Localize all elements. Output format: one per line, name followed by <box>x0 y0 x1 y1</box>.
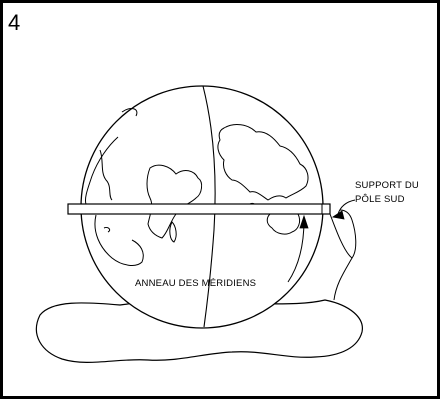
landmass-madagascar <box>169 221 177 243</box>
south-pole-support-label-line1: SUPPORT DU <box>355 180 419 191</box>
south-pole-support-label-line2: PÔLE SUD <box>355 194 405 205</box>
landmass-americas <box>85 136 144 266</box>
support-arrowhead <box>331 210 345 220</box>
step-number: 4 <box>8 10 21 35</box>
south-pole-support-arm <box>329 209 357 259</box>
landmass-asia <box>217 124 309 201</box>
meridian-ring-bar <box>67 203 331 215</box>
globe-meridian <box>202 85 216 328</box>
meridian-ring-arrowhead <box>299 214 309 229</box>
support-leader <box>337 199 356 215</box>
support-cord <box>333 257 353 301</box>
meridian-ring-label: ANNEAU DES MÉRIDIENS <box>135 278 257 289</box>
